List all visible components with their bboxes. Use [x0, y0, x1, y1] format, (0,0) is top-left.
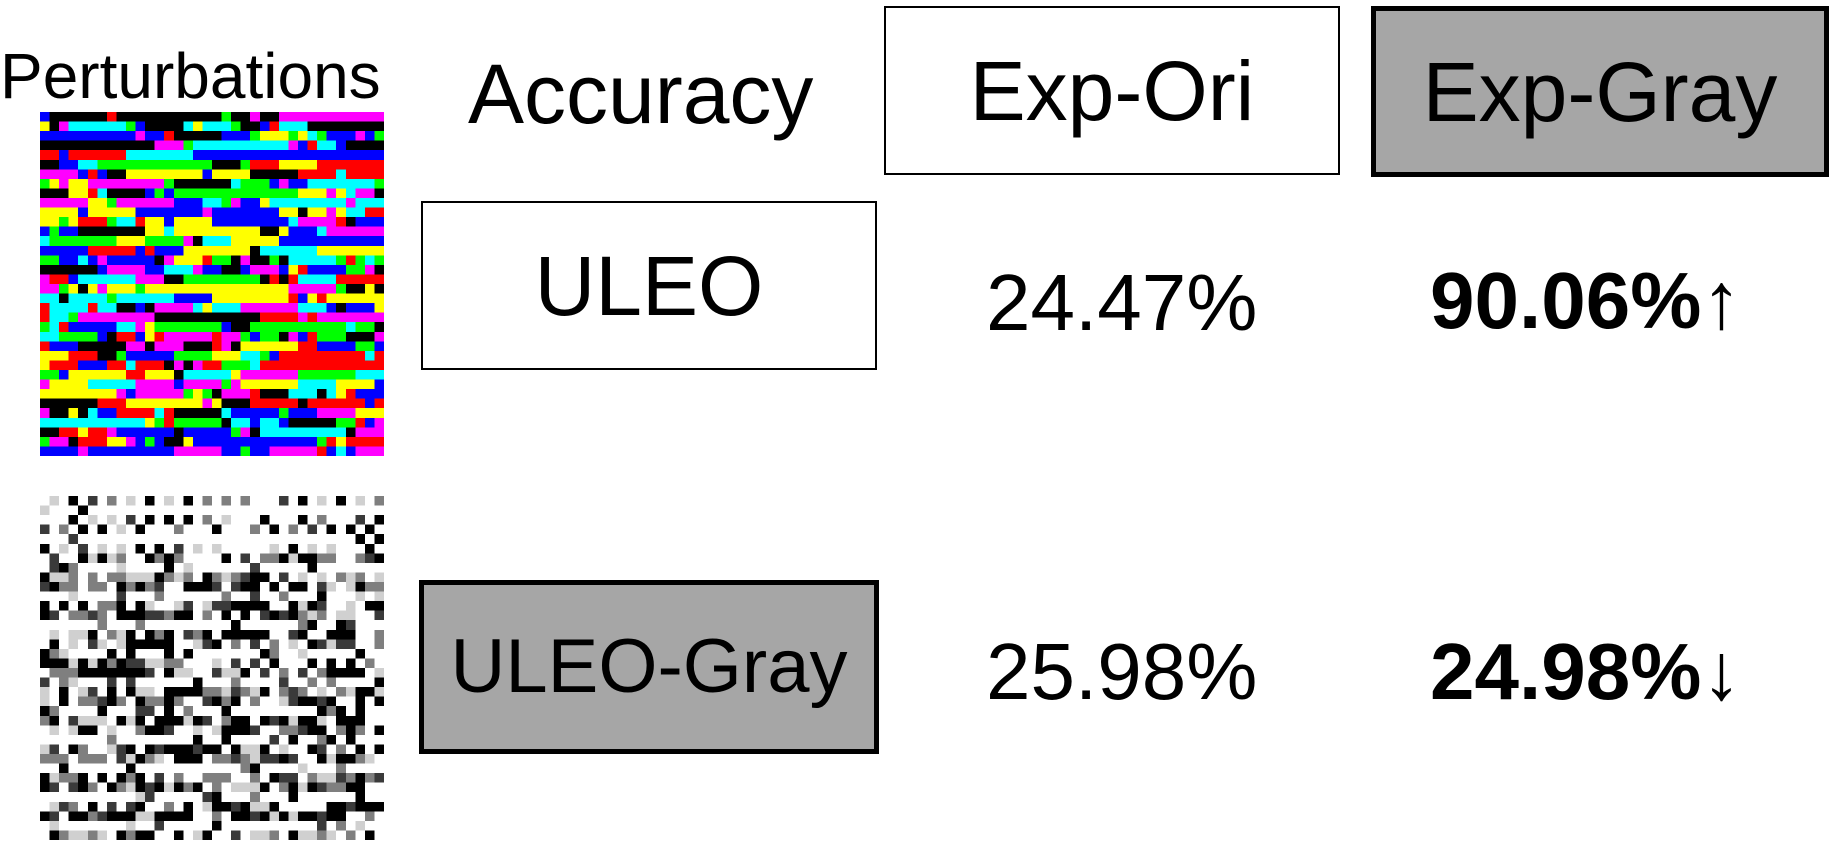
exp-gray-header-label: Exp-Gray	[1422, 44, 1778, 139]
uleo-gray-exp-ori-value: 25.98%	[986, 627, 1258, 716]
exp-gray-column-header: Exp-Gray	[1371, 6, 1829, 177]
uleo-gray-label-text: ULEO-Gray	[450, 624, 848, 709]
uleo-gray-exp-gray-number: 24.98%	[1430, 627, 1702, 716]
uleo-gray-exp-gray-value: 24.98%↓	[1430, 632, 1741, 712]
uleo-exp-gray-value: 90.06%↑	[1430, 261, 1741, 341]
exp-ori-header-label: Exp-Ori	[969, 43, 1255, 138]
accuracy-header: Accuracy	[468, 47, 814, 141]
uleo-exp-ori-value: 24.47%	[986, 258, 1258, 347]
exp-ori-column-header: Exp-Ori	[884, 6, 1340, 175]
uleo-method-label: ULEO	[421, 201, 877, 370]
uleo-exp-gray-number: 90.06%	[1430, 256, 1702, 345]
up-arrow-icon: ↑	[1701, 256, 1742, 345]
uleo-label-text: ULEO	[534, 238, 764, 333]
grayscale-perturbation-image	[40, 496, 384, 840]
color-perturbation-image	[40, 112, 384, 456]
down-arrow-icon: ↓	[1701, 627, 1742, 716]
perturbations-header: Perturbations	[0, 40, 381, 112]
uleo-gray-method-label: ULEO-Gray	[419, 580, 879, 754]
